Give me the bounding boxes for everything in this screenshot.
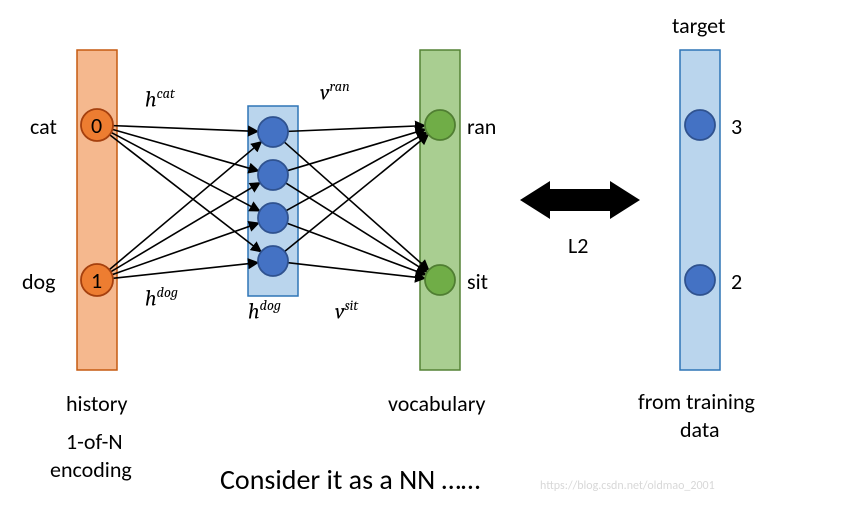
label-v-sit: vsit [335, 297, 358, 324]
edge [111, 132, 260, 211]
edge [286, 183, 428, 272]
label-encoding-2: encoding [50, 456, 132, 483]
edge [111, 183, 260, 272]
label-2: 2 [731, 268, 742, 295]
input-node-0-label: 0 [91, 112, 102, 139]
edge [112, 129, 258, 171]
edge [113, 126, 258, 132]
label-dog: dog [22, 268, 56, 295]
target-node-0 [685, 110, 715, 140]
label-cat: cat [30, 113, 57, 140]
target-node-1 [685, 265, 715, 295]
label-vocabulary: vocabulary [388, 390, 485, 417]
target-layer-rect [680, 50, 720, 370]
output-node-1 [425, 265, 455, 295]
label-l2: L2 [568, 232, 588, 259]
label-v-ran: vran [320, 78, 350, 105]
label-sit: sit [467, 268, 488, 295]
edge [288, 263, 425, 279]
hidden-node-1 [258, 160, 288, 190]
label-encoding-1: 1-of-N [66, 428, 123, 455]
input-layer-rect [77, 50, 117, 370]
hidden-node-3 [258, 246, 288, 276]
edge [113, 263, 258, 279]
label-data: data [680, 416, 720, 443]
hidden-node-2 [258, 203, 288, 233]
hidden-node-0 [258, 117, 288, 147]
label-history: history [66, 390, 127, 417]
double-arrow-icon [520, 181, 640, 219]
edge [288, 126, 425, 132]
edge [286, 132, 427, 210]
label-target: target [672, 12, 725, 39]
label-h-dog-2: hdog [248, 297, 281, 324]
label-from-training: from training [638, 388, 755, 415]
label-h-dog: hdog [145, 284, 178, 311]
caption: Consider it as a NN …… [220, 462, 480, 497]
label-h-cat: hcat [145, 85, 175, 112]
edge [284, 142, 429, 270]
edge [287, 129, 425, 170]
input-node-1-label: 1 [91, 267, 102, 294]
watermark: https://blog.csdn.net/oldmao_2001 [540, 479, 715, 493]
edge [110, 135, 261, 252]
label-3: 3 [731, 113, 742, 140]
edge [285, 134, 429, 251]
label-ran: ran [467, 113, 496, 140]
output-layer-rect [420, 50, 460, 370]
output-node-0 [425, 110, 455, 140]
edge [109, 142, 261, 270]
